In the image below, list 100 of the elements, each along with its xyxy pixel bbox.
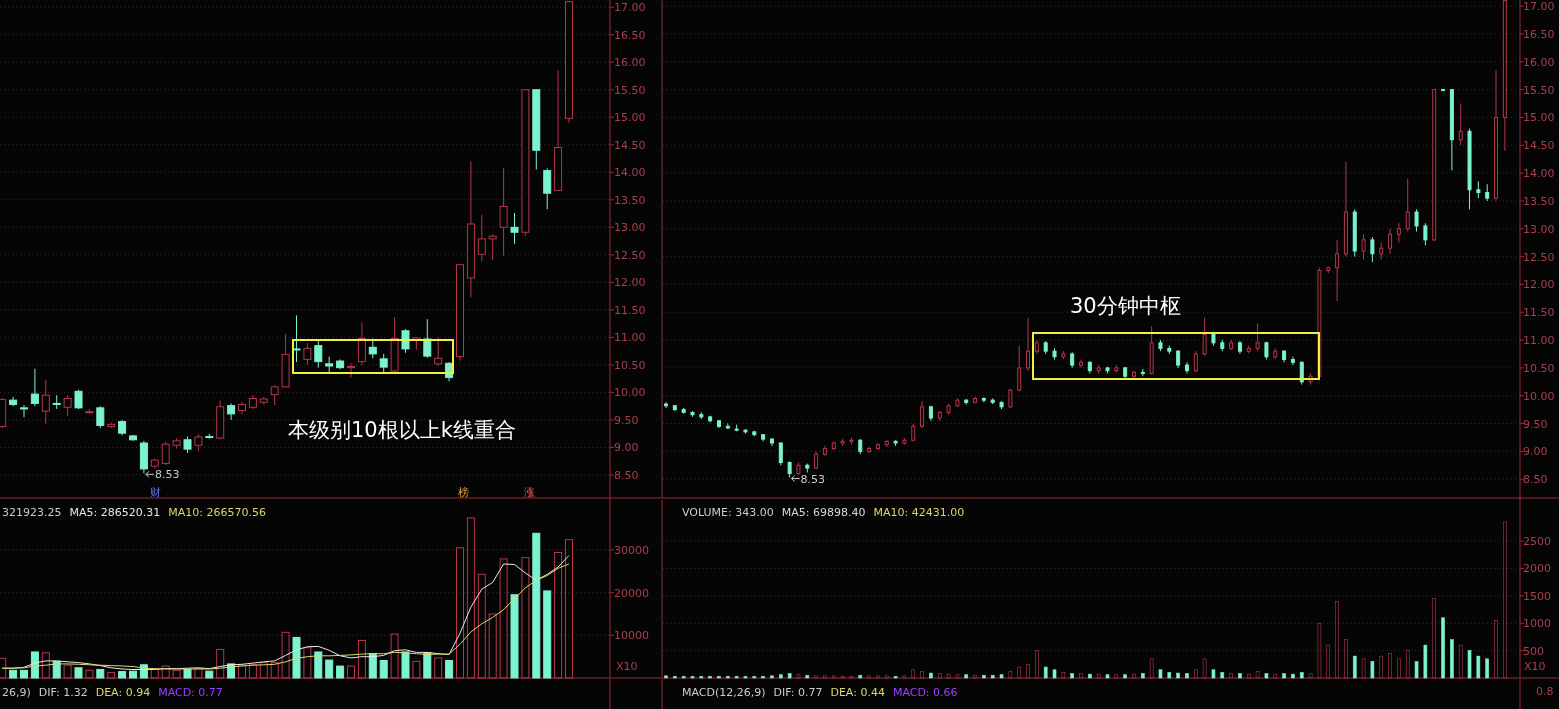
bar: [937, 673, 942, 679]
bar: [902, 675, 907, 679]
annotation: 涨: [524, 486, 535, 499]
bar: [368, 653, 377, 679]
bar: [849, 676, 854, 679]
y-tick-label: 13.50: [1523, 194, 1555, 208]
bar: [543, 590, 552, 679]
y-tick-label: 16.50: [614, 28, 646, 42]
bar: [876, 675, 880, 679]
bar: [270, 662, 279, 679]
y-tick-label: 16.00: [1523, 55, 1555, 69]
y-tick-label: 13.00: [1523, 222, 1555, 236]
annotation: 榜: [458, 486, 469, 499]
y-tick-label: 9.00: [614, 441, 639, 455]
bar: [867, 675, 871, 679]
bar: [1070, 673, 1074, 679]
y-tick-label: 15.00: [614, 111, 646, 125]
bar: [1017, 666, 1021, 679]
bar: [238, 664, 246, 679]
bar: [1397, 658, 1401, 679]
y-tick-label: 9.00: [1523, 445, 1548, 459]
bar: [161, 665, 170, 679]
y-tick-label: 14.00: [614, 166, 646, 180]
bar: [1123, 674, 1127, 679]
text: MACD: 0.66: [892, 686, 958, 699]
bar: [831, 675, 836, 679]
y-tick-label: 30000: [614, 543, 649, 557]
bar: [1088, 673, 1092, 679]
bar: [1423, 644, 1428, 679]
bar: [1458, 644, 1463, 679]
bar: [778, 674, 783, 679]
bar: [565, 539, 573, 679]
text: MA5: 286520.31: [69, 506, 161, 519]
y-tick-label: 20000: [614, 586, 649, 600]
bar: [1282, 673, 1286, 679]
bar: [1185, 673, 1189, 679]
bar: [1450, 639, 1454, 679]
bar: [1388, 653, 1392, 679]
bar: [770, 675, 774, 679]
bar: [107, 671, 116, 679]
text: DIF: 0.77: [773, 686, 823, 699]
bar: [1158, 669, 1163, 679]
bar: [1476, 655, 1481, 679]
bar: [1202, 658, 1207, 679]
bar: [1035, 650, 1039, 679]
bar: [990, 674, 995, 679]
bar: [911, 669, 916, 679]
y-tick-label: 13.50: [614, 193, 646, 207]
bar: [63, 664, 72, 679]
annotation: MA10: 42431.00: [873, 506, 965, 519]
bar: [1114, 674, 1119, 679]
bar: [292, 636, 301, 679]
y-tick-label: 10.00: [614, 386, 646, 400]
bar: [434, 657, 443, 679]
bar: [664, 675, 668, 679]
bar: [964, 674, 969, 679]
bar: [1194, 669, 1198, 679]
bar: [1079, 673, 1083, 679]
bar: [216, 648, 225, 679]
bar: [510, 594, 519, 679]
bar: [521, 557, 530, 679]
bar: [823, 675, 827, 679]
bar: [357, 639, 366, 679]
bar: [805, 674, 810, 679]
bar: [445, 660, 454, 679]
bar: [858, 674, 863, 679]
y-tick-label: 11.50: [614, 303, 646, 317]
y-tick-label: 12.00: [614, 276, 646, 290]
bar: [1441, 617, 1445, 679]
bar: [1370, 661, 1375, 679]
bar: [466, 517, 475, 679]
y-tick-label: 14.00: [1523, 167, 1555, 181]
annotation: 8.53: [800, 472, 826, 486]
bar: [390, 633, 399, 679]
bar: [379, 660, 388, 679]
bar: [814, 675, 818, 679]
annotation: 30分钟中枢: [1070, 294, 1181, 318]
y-tick-label: 10000: [614, 629, 649, 643]
bar: [499, 558, 508, 679]
bar: [1273, 673, 1278, 679]
bar: [1361, 658, 1366, 679]
y-tick-label: 15.50: [1523, 83, 1555, 97]
bar: [248, 664, 257, 679]
bar: [973, 674, 977, 679]
bar: [456, 547, 464, 679]
bar: [946, 673, 951, 679]
y-tick-label: 11.00: [1523, 334, 1555, 348]
bar: [1308, 673, 1313, 679]
annotation: 8.53: [154, 468, 180, 482]
bar: [1052, 669, 1057, 679]
bar: [1149, 658, 1154, 679]
bar: [1141, 673, 1145, 679]
bar: [85, 669, 94, 679]
y-tick-label: 8.50: [1523, 473, 1548, 487]
bar: [281, 631, 290, 679]
text: MA10: 266570.56: [168, 506, 266, 519]
text: X10: [1524, 660, 1546, 673]
bar: [347, 665, 355, 679]
bar: [1008, 671, 1013, 679]
bar: [1238, 673, 1242, 679]
